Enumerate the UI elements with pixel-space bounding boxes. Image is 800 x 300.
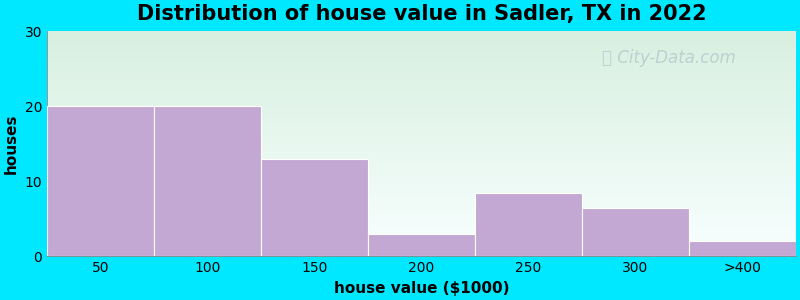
Bar	[582, 208, 689, 256]
Bar	[368, 234, 475, 256]
Text: ⓘ City-Data.com: ⓘ City-Data.com	[602, 49, 735, 67]
Bar	[261, 159, 368, 256]
Bar	[475, 193, 582, 256]
Bar	[47, 106, 154, 256]
Bar	[689, 242, 796, 256]
Bar	[154, 106, 261, 256]
Title: Distribution of house value in Sadler, TX in 2022: Distribution of house value in Sadler, T…	[137, 4, 706, 24]
X-axis label: house value ($1000): house value ($1000)	[334, 281, 510, 296]
Y-axis label: houses: houses	[4, 114, 19, 174]
